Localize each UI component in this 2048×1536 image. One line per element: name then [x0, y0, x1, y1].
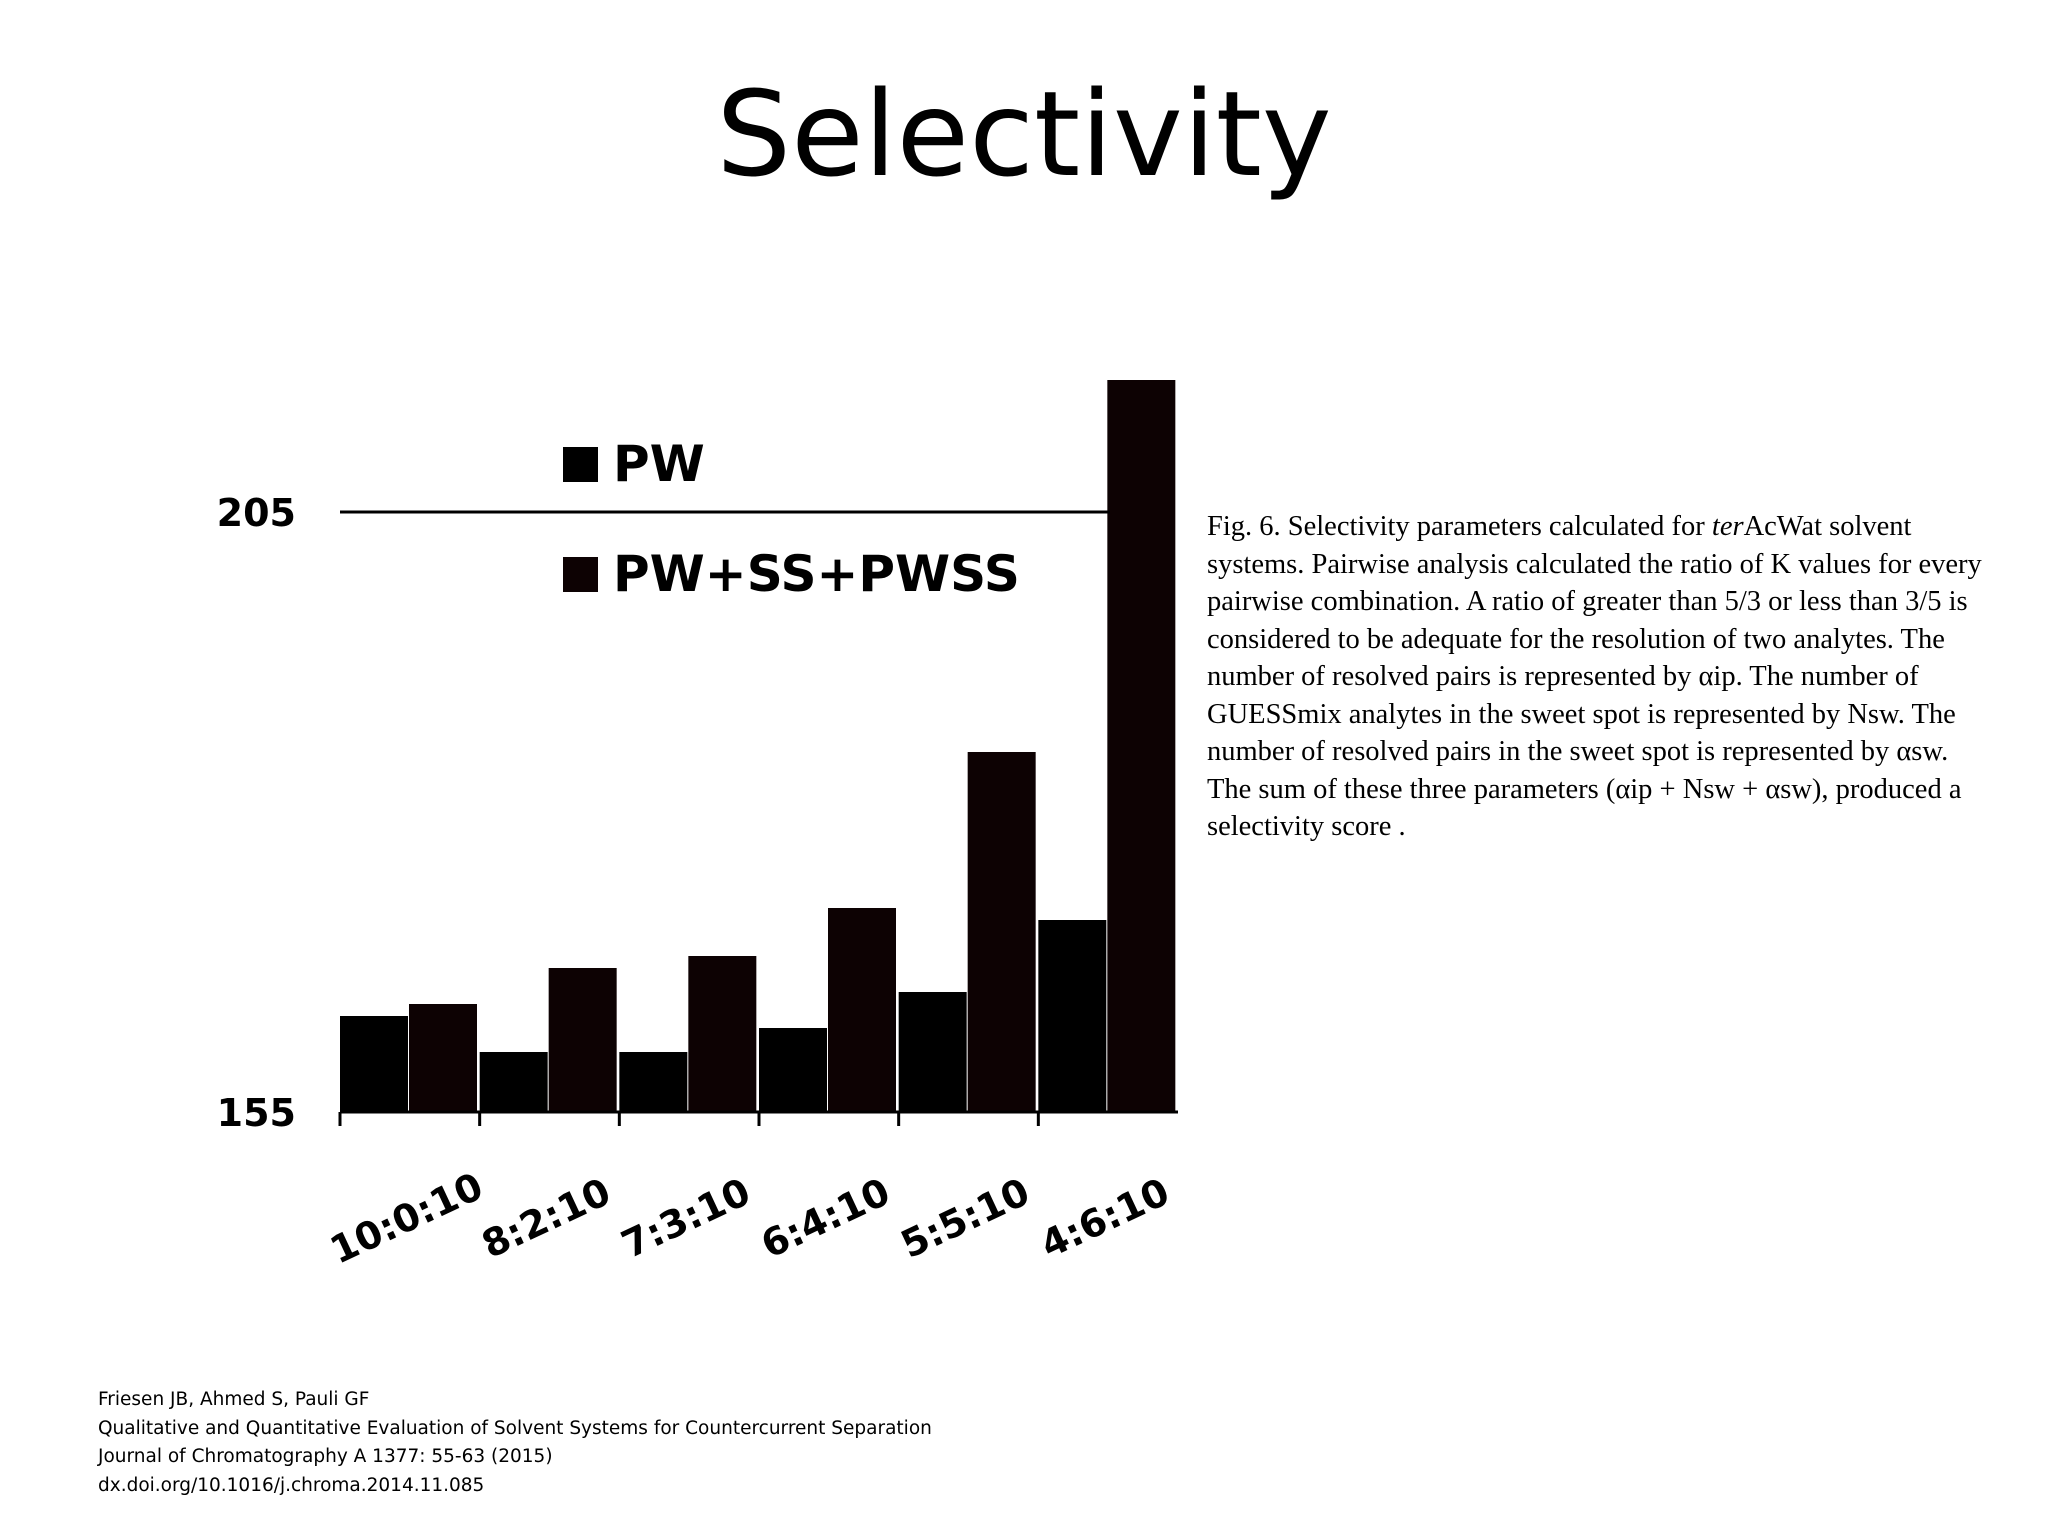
caption-prefix: Fig. 6. Selectivity parameters calculate… — [1207, 511, 1712, 542]
x-tick-label-5-5-10: 5:5:10 — [894, 1170, 1036, 1267]
bar-pw-8-2-10 — [479, 1052, 548, 1112]
caption-italic: ter — [1711, 511, 1744, 542]
bar-pw-ss-pwss-8-2-10 — [548, 968, 617, 1112]
x-tick-label-6-4-10: 6:4:10 — [755, 1170, 897, 1267]
x-tick-label-7-3-10: 7:3:10 — [615, 1170, 757, 1267]
legend-swatch-pw — [563, 447, 598, 482]
bar-pw-7-3-10 — [619, 1052, 688, 1112]
x-tick-label-10-0-10: 10:0:10 — [324, 1164, 490, 1273]
y-tick-label-205: 205 — [217, 491, 296, 535]
slide-title: Selectivity — [716, 65, 1332, 203]
bar-pw-6-4-10 — [759, 1028, 827, 1112]
bar-pw-ss-pwss-4-6-10 — [1107, 380, 1176, 1112]
reference-block: Friesen JB, Ahmed S, Pauli GF Qualitativ… — [98, 1386, 932, 1500]
bar-pw-ss-pwss-6-4-10 — [828, 908, 896, 1112]
bar-pw-5-5-10 — [898, 992, 967, 1112]
bar-pw-10-0-10 — [340, 1016, 408, 1112]
legend-label-pw: PW — [613, 435, 705, 493]
x-tick-label-8-2-10: 8:2:10 — [475, 1170, 617, 1267]
reference-journal: Journal of Chromatography A 1377: 55-63 … — [98, 1446, 553, 1467]
bar-pw-ss-pwss-5-5-10 — [967, 752, 1036, 1112]
caption-rest: AcWat solvent systems. Pairwise analysis… — [1207, 511, 1982, 842]
bar-pw-ss-pwss-7-3-10 — [688, 956, 757, 1112]
reference-authors: Friesen JB, Ahmed S, Pauli GF — [98, 1389, 370, 1410]
y-tick-label-155: 155 — [217, 1091, 296, 1135]
legend-swatch-pw-ss-pwss — [563, 557, 598, 592]
legend-label-pw-ss-pwss: PW+SS+PWSS — [613, 545, 1020, 603]
bar-pw-ss-pwss-10-0-10 — [409, 1004, 477, 1112]
reference-doi: dx.doi.org/10.1016/j.chroma.2014.11.085 — [98, 1474, 485, 1496]
bar-pw-4-6-10 — [1038, 920, 1107, 1112]
figure-caption: Fig. 6. Selectivity parameters calculate… — [1207, 508, 1997, 846]
x-tick-label-4-6-10: 4:6:10 — [1034, 1170, 1176, 1267]
reference-title: Qualitative and Quantitative Evaluation … — [98, 1417, 932, 1439]
